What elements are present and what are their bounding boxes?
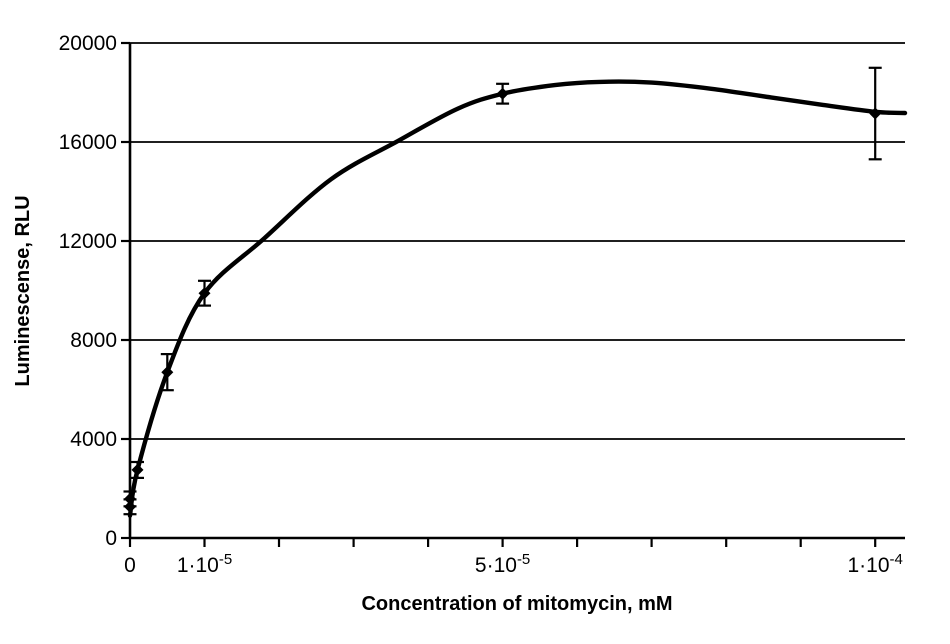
data-point	[198, 279, 211, 307]
x-tick-label: 0	[124, 554, 136, 577]
x-axis-title: Concentration of mitomycin, mM	[361, 593, 672, 615]
y-tick-label: 12000	[59, 230, 117, 253]
y-tick-label: 8000	[70, 329, 117, 352]
chart-plot-area: 0 4000 8000 12000 16000 20000 0 1·10-5 5·10-5 1·1…	[59, 32, 908, 577]
x-tick-label: 5·10-5	[475, 551, 530, 577]
y-tick-label: 0	[105, 527, 117, 550]
data-point	[160, 353, 174, 392]
x-tick-label: 1·10-4	[848, 551, 903, 577]
y-tick-label: 4000	[70, 428, 117, 451]
trend-curve	[127, 79, 908, 518]
data-point	[123, 498, 137, 516]
diamond-marker	[496, 87, 509, 100]
diamond-marker	[131, 463, 144, 476]
data-point	[131, 460, 144, 479]
data-point	[868, 66, 882, 161]
y-tick-label: 16000	[59, 131, 117, 154]
data-point	[496, 82, 510, 105]
x-tick-label: 1·10-5	[177, 551, 232, 577]
diamond-marker	[869, 107, 882, 120]
y-tick-label: 20000	[59, 32, 117, 55]
y-axis-title: Luminescense, RLU	[12, 195, 34, 386]
diamond-marker	[198, 287, 211, 300]
diamond-marker	[124, 500, 136, 513]
diamond-marker	[161, 366, 174, 379]
